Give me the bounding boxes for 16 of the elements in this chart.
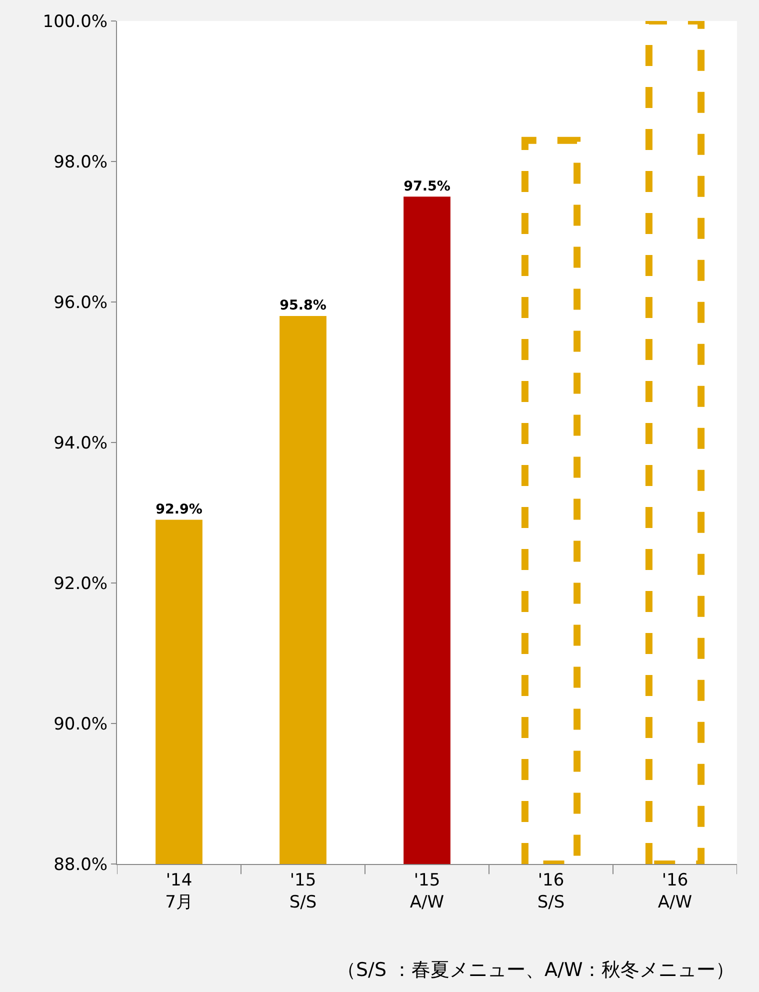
x-tick-label: '14 7月 [165, 870, 193, 912]
y-tick-label: 92.0% [54, 574, 108, 594]
y-tick-label: 98.0% [54, 152, 108, 172]
data-label: 95.8% [280, 298, 327, 314]
y-tick-label: 96.0% [54, 292, 108, 313]
y-tick-label: 100.0% [42, 12, 108, 32]
x-tick-label: '15 S/S [289, 870, 317, 912]
x-tick-label: '16 S/S [537, 870, 565, 912]
text: （S/S ：春夏メニュー、A/W：秋冬メニュー） [337, 959, 735, 981]
data-label: 97.5% [404, 178, 451, 194]
data-label: 92.9% [156, 501, 203, 518]
x-tick-label: '16 A/W [658, 870, 692, 912]
y-tick-label: 90.0% [54, 714, 108, 734]
x-tick-label: '15 A/W [410, 870, 444, 912]
y-tick-label: 94.0% [54, 433, 108, 454]
y-tick-label: 88.0% [54, 854, 108, 875]
